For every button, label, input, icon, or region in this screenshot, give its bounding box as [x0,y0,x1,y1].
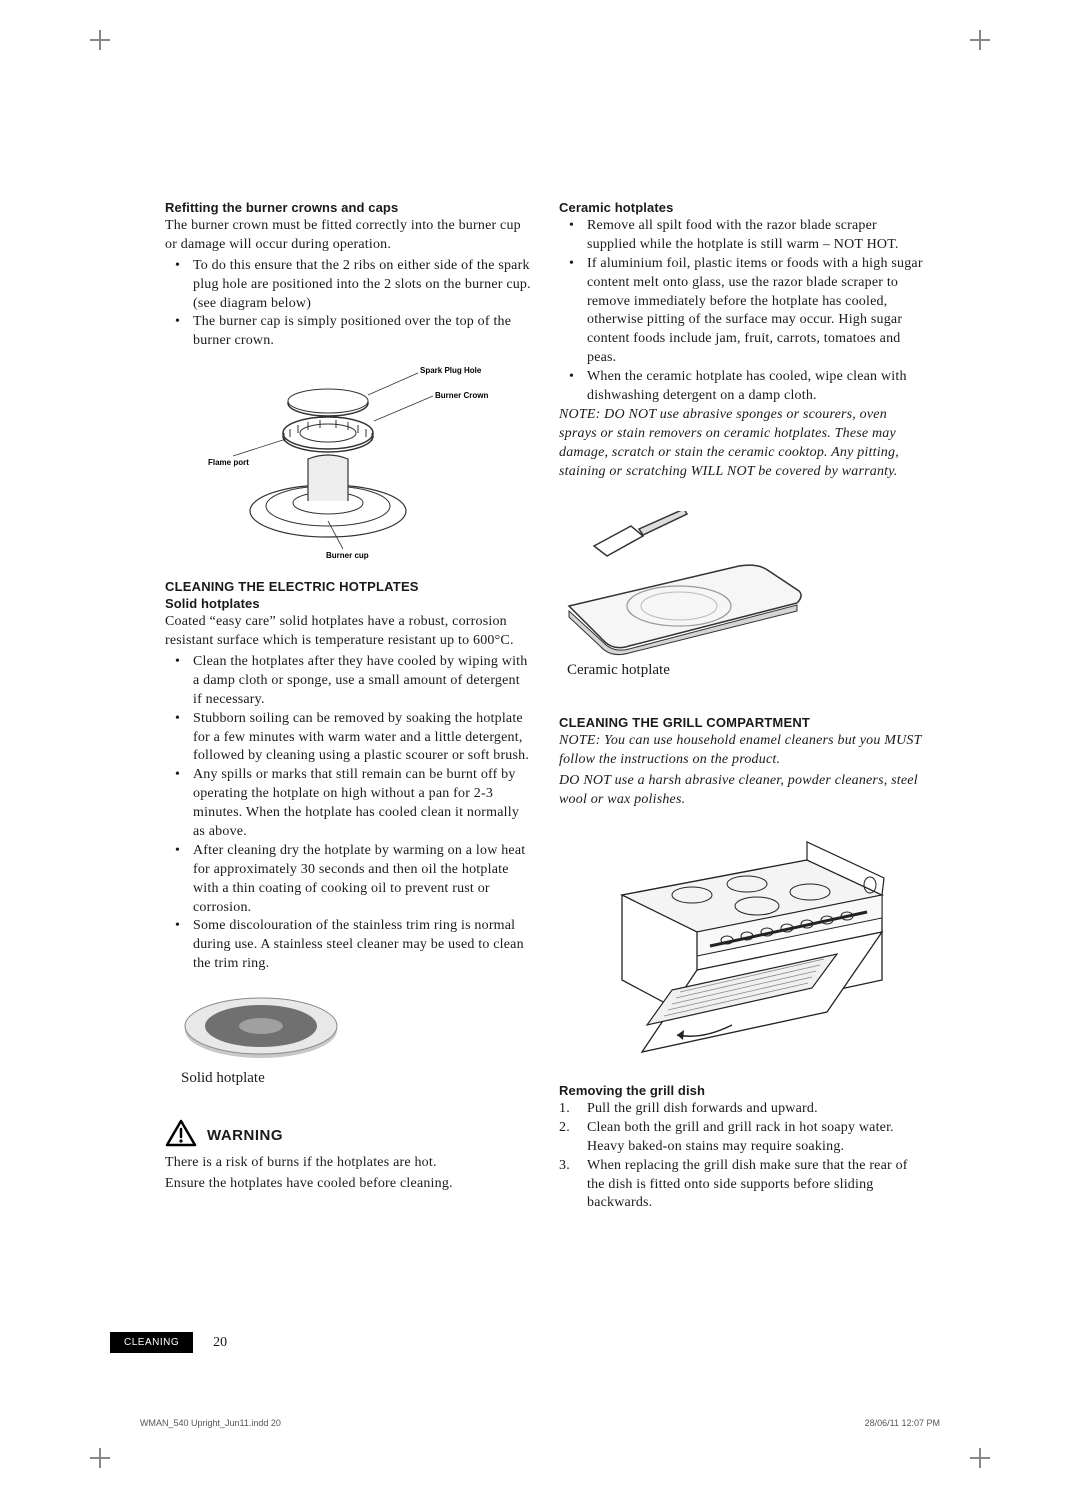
ceramic-hotplate-figure: Ceramic hotplate [559,511,925,679]
label-spark: Spark Plug Hole [420,366,482,375]
refit-list: To do this ensure that the 2 ribs on eit… [165,257,531,351]
list-item: Remove all spilt food with the razor bla… [559,217,925,255]
heading-refitting: Refitting the burner crowns and caps [165,200,531,215]
footer-page: 20 [213,1335,227,1351]
label-cup: Burner cup [326,551,369,560]
heading-remove-grill: Removing the grill dish [559,1083,925,1098]
list-item: Any spills or marks that still remain ca… [165,766,531,842]
solid-caption: Solid hotplate [181,1070,341,1087]
grill-note2: DO NOT use a harsh abrasive cleaner, pow… [559,772,925,810]
warning-label: WARNING [207,1127,283,1144]
list-item: Clean the hotplates after they have cool… [165,653,531,710]
crop-mark [90,30,110,50]
cooker-figure [559,840,925,1065]
ceramic-list: Remove all spilt food with the razor bla… [559,217,925,406]
solid-intro: Coated “easy care” solid hotplates have … [165,613,531,651]
heading-clean-electric: CLEANING THE ELECTRIC HOTPLATES [165,579,531,594]
list-item: If aluminium foil, plastic items or food… [559,255,925,368]
label-flame: Flame port [208,458,249,467]
crop-mark [90,1448,110,1468]
list-item: After cleaning dry the hotplate by warmi… [165,842,531,918]
grill-note1: NOTE: You can use household enamel clean… [559,732,925,770]
crop-mark [970,1448,990,1468]
page-content: Refitting the burner crowns and caps The… [165,200,925,1213]
heading-solid: Solid hotplates [165,596,531,611]
list-item: The burner cap is simply positioned over… [165,313,531,351]
footer: CLEANING 20 [110,1332,970,1353]
left-column: Refitting the burner crowns and caps The… [165,200,531,1213]
list-item: When the ceramic hotplate has cooled, wi… [559,368,925,406]
list-item: When replacing the grill dish make sure … [559,1157,925,1214]
warning-row: WARNING [165,1119,531,1152]
crop-mark [970,30,990,50]
burner-diagram: Spark Plug Hole Burner Crown Flame port … [165,361,531,561]
footer-section: CLEANING [110,1332,193,1353]
right-column: Ceramic hotplates Remove all spilt food … [559,200,925,1213]
meta-timestamp: 28/06/11 12:07 PM [865,1418,940,1428]
label-crown: Burner Crown [435,391,488,400]
remove-steps: Pull the grill dish forwards and upward.… [559,1100,925,1213]
list-item: To do this ensure that the 2 ribs on eit… [165,257,531,314]
list-item: Some discolouration of the stainless tri… [165,917,531,974]
heading-ceramic: Ceramic hotplates [559,200,925,215]
meta-row: WMAN_540 Upright_Jun11.indd 20 28/06/11 … [140,1418,940,1428]
ceramic-note: NOTE: DO NOT use abrasive sponges or sco… [559,406,925,482]
list-item: Pull the grill dish forwards and upward. [559,1100,925,1119]
solid-list: Clean the hotplates after they have cool… [165,653,531,974]
ceramic-caption: Ceramic hotplate [567,662,809,679]
heading-grill: CLEANING THE GRILL COMPARTMENT [559,715,925,730]
solid-hotplate-figure: Solid hotplate [181,984,531,1087]
meta-file: WMAN_540 Upright_Jun11.indd 20 [140,1418,281,1428]
warning-text1: There is a risk of burns if the hotplate… [165,1154,531,1173]
list-item: Clean both the grill and grill rack in h… [559,1119,925,1157]
warning-text2: Ensure the hotplates have cooled before … [165,1175,531,1194]
warning-icon [165,1119,197,1152]
refit-intro: The burner crown must be fitted correctl… [165,217,531,255]
list-item: Stubborn soiling can be removed by soaki… [165,710,531,767]
